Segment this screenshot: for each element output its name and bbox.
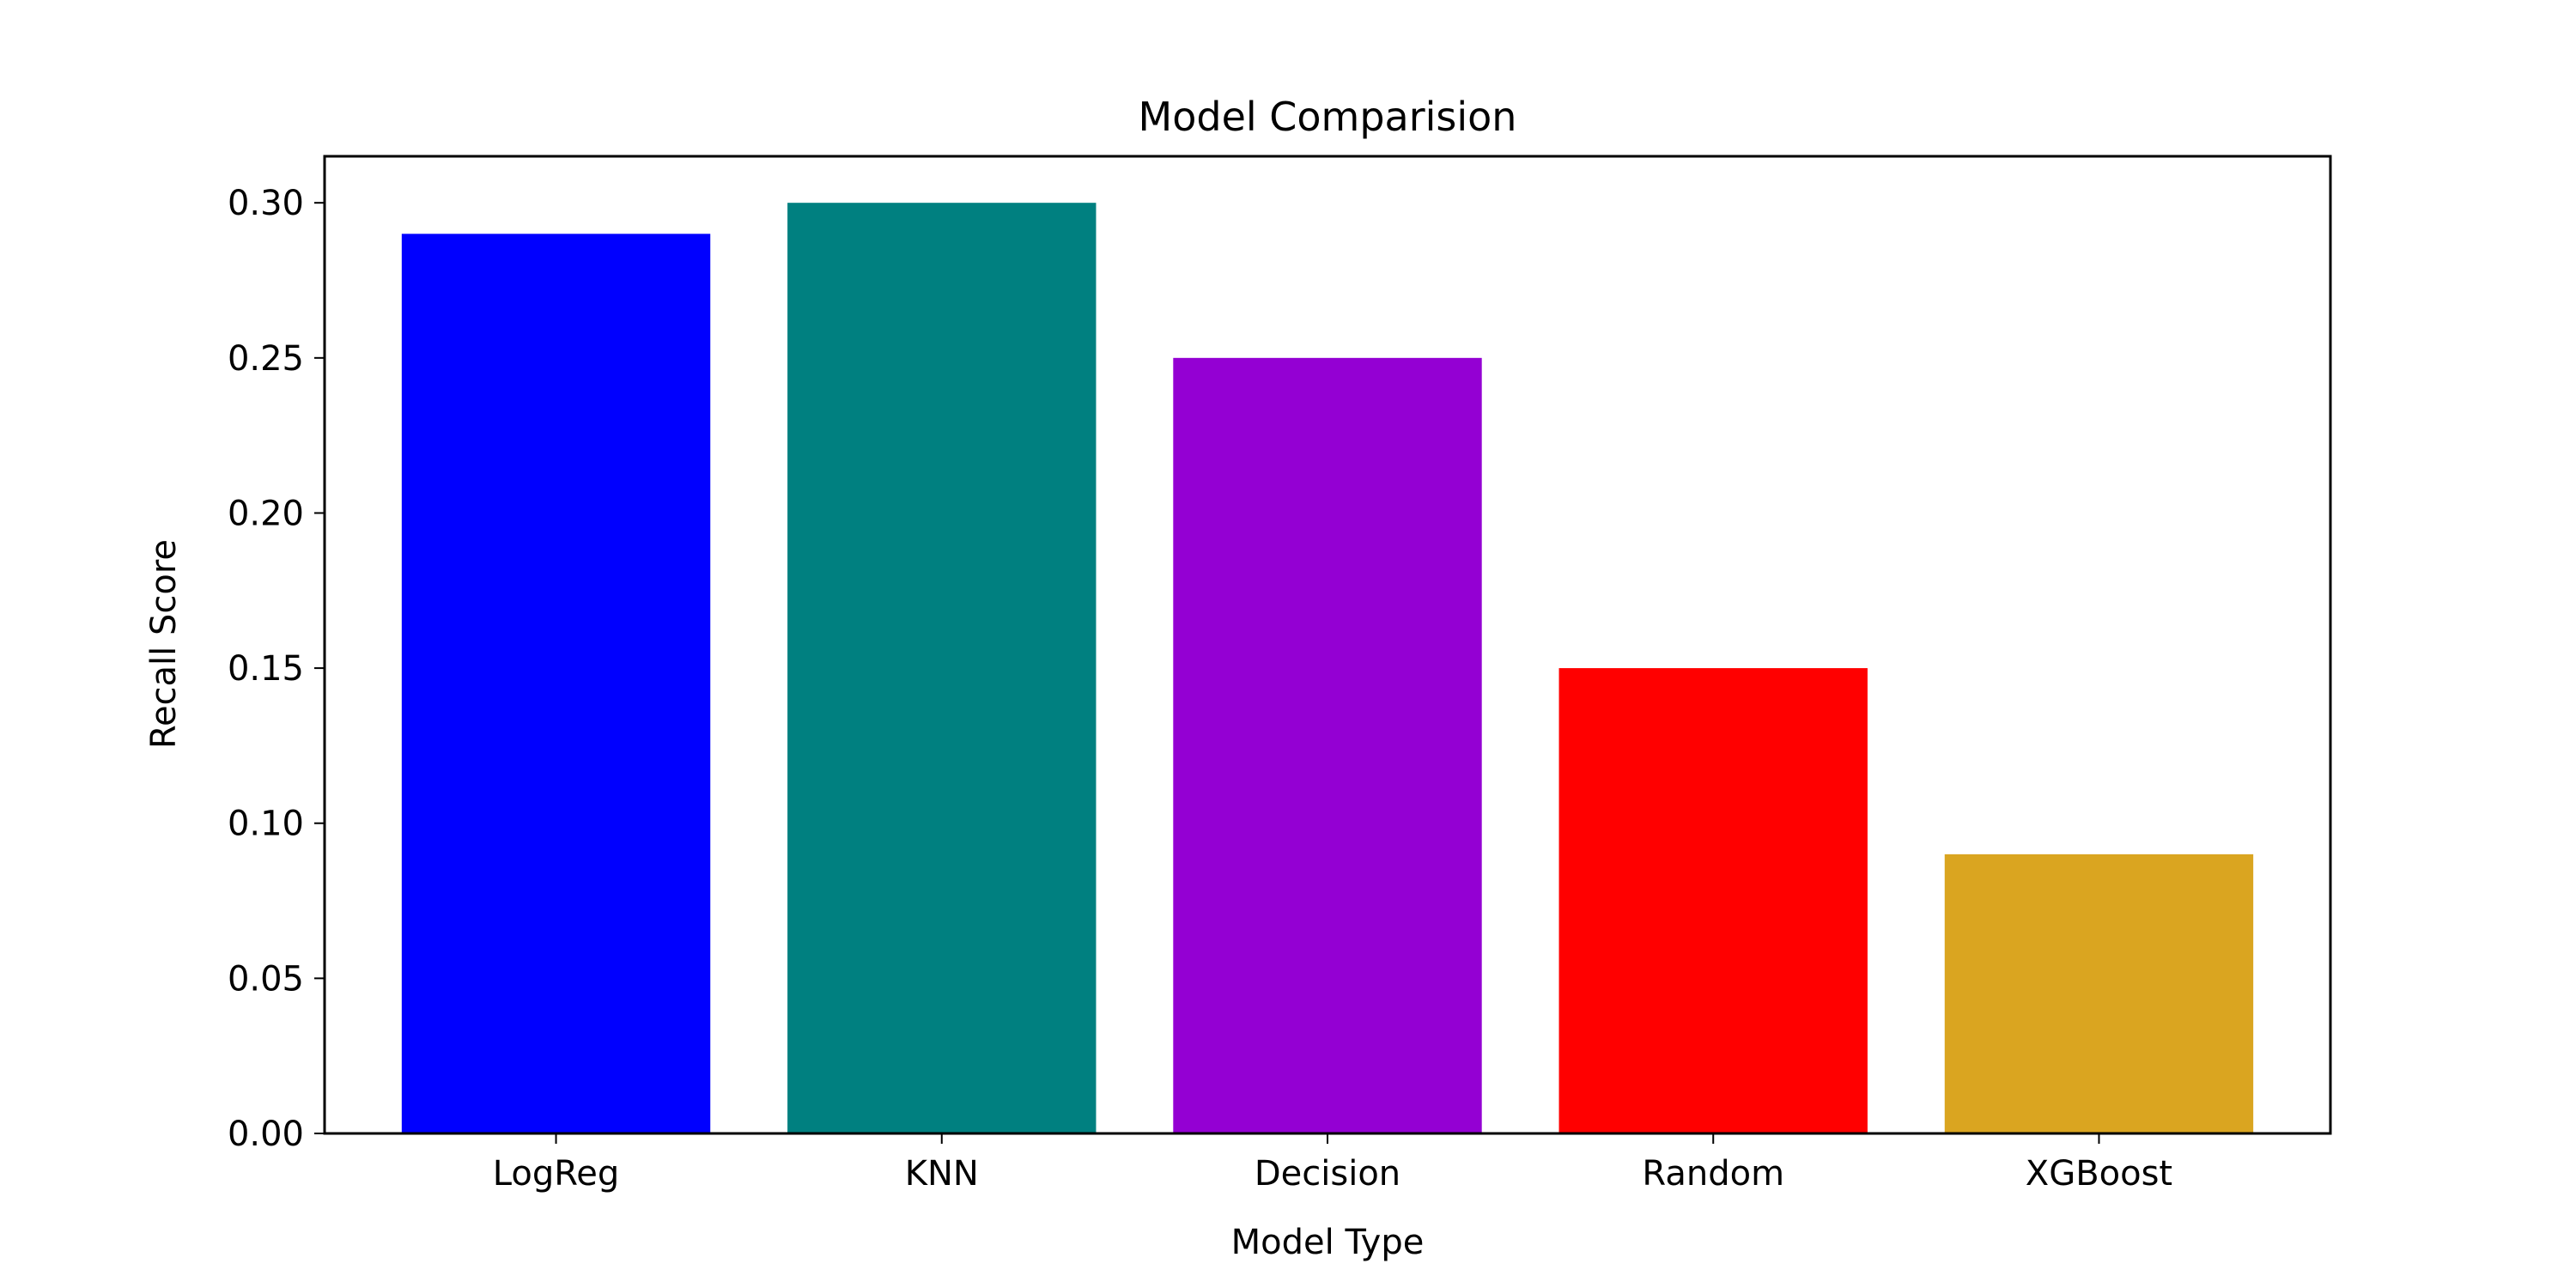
x-tick-label: Random (1642, 1154, 1784, 1194)
x-tick-label: Decision (1255, 1154, 1400, 1194)
x-tick-label: KNN (905, 1154, 979, 1194)
y-tick-label: 0.05 (228, 959, 304, 999)
y-ticks-group: 0.00 0.05 0.10 0.15 0.20 0.25 0.30 (228, 184, 325, 1154)
bar-random (1558, 668, 1868, 1133)
y-tick-label: 0.30 (228, 184, 304, 223)
bar-decision (1173, 357, 1482, 1133)
bar-knn (787, 203, 1097, 1134)
chart-title: Model Comparision (1139, 94, 1517, 140)
x-ticks-group: LogReg KNN Decision Random XGBoost (493, 1133, 2172, 1194)
y-tick-label: 0.15 (228, 649, 304, 689)
x-tick-label: LogReg (493, 1154, 619, 1194)
y-tick-label: 0.25 (228, 339, 304, 379)
bar-logreg (401, 234, 711, 1133)
x-axis-label: Model Type (1231, 1223, 1425, 1262)
bars-group (401, 203, 2254, 1134)
x-tick-label: XGBoost (2026, 1154, 2172, 1194)
plot-frame (323, 155, 2332, 1135)
y-tick-label: 0.00 (228, 1115, 304, 1154)
y-axis-label: Recall Score (144, 539, 184, 749)
bar-xgboost (1944, 854, 2254, 1133)
y-tick-label: 0.10 (228, 805, 304, 844)
y-tick-label: 0.20 (228, 494, 304, 533)
